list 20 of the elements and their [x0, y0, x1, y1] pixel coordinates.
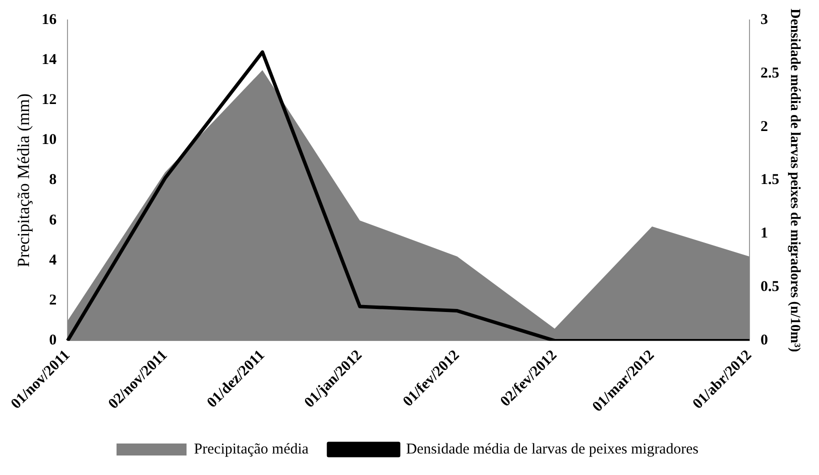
y-tick-label: 12 [42, 92, 57, 108]
y-tick-label: 14 [42, 52, 58, 68]
y-axis-title: Precipitação Média (mm) [14, 93, 33, 268]
y2-tick-label: 1 [760, 226, 768, 242]
legend-label: Precipitação média [194, 441, 309, 458]
y-tick-label: 10 [42, 132, 57, 148]
y2-tick-label: 2.5 [760, 65, 780, 82]
y2-axis-title: Densidade média de larvas peixes de migradores (n/10m³) [786, 8, 802, 352]
y-tick-label: 4 [49, 252, 58, 268]
y-tick-label: 8 [49, 172, 57, 188]
y-tick-label: 16 [42, 12, 58, 28]
legend-label: Densidade média de larvas de peixes migradores [406, 441, 699, 458]
y-tick-label: 0 [49, 332, 57, 349]
y-tick-label: 2 [49, 292, 57, 308]
y2-tick-label: 2 [760, 118, 768, 135]
y-tick-label: 6 [49, 212, 58, 228]
y2-tick-label: 0.5 [760, 279, 780, 296]
y2-tick-label: 0 [760, 332, 768, 349]
y2-tick-label: 3 [760, 12, 768, 28]
y2-tick-label: 1.5 [760, 172, 780, 188]
